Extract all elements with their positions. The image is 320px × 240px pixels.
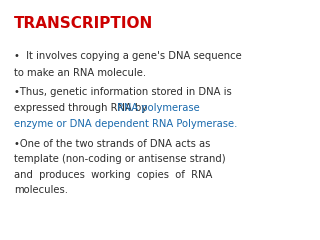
Text: TRANSCRIPTION: TRANSCRIPTION	[14, 16, 153, 31]
Text: •One of the two strands of DNA acts as: •One of the two strands of DNA acts as	[14, 139, 211, 149]
Text: molecules.: molecules.	[14, 185, 68, 195]
Text: and  produces  working  copies  of  RNA: and produces working copies of RNA	[14, 170, 212, 180]
Text: template (non-coding or antisense strand): template (non-coding or antisense strand…	[14, 154, 226, 164]
Text: expressed through RNA by: expressed through RNA by	[14, 103, 150, 113]
Text: RNA polymerase: RNA polymerase	[117, 103, 200, 113]
Text: •Thus, genetic information stored in DNA is: •Thus, genetic information stored in DNA…	[14, 87, 232, 97]
Text: •  It involves copying a gene's DNA sequence: • It involves copying a gene's DNA seque…	[14, 51, 242, 61]
Text: enzyme or DNA dependent RNA Polymerase.: enzyme or DNA dependent RNA Polymerase.	[14, 119, 237, 129]
Text: to make an RNA molecule.: to make an RNA molecule.	[14, 68, 146, 78]
